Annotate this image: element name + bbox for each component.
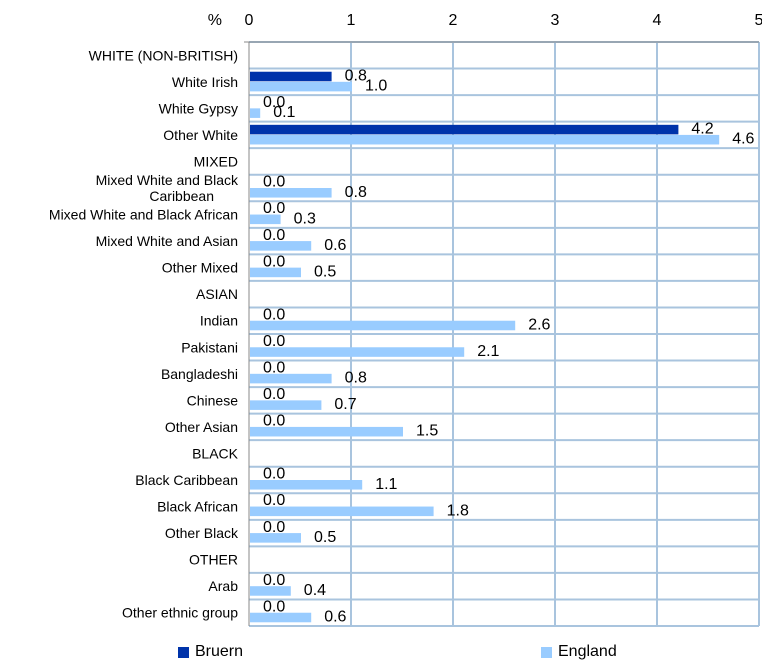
data-label-england: 1.0	[365, 78, 387, 95]
category-label: Arab	[208, 578, 238, 594]
bar-england	[250, 108, 261, 118]
data-label-bruern: 0.0	[263, 572, 285, 589]
bar-england	[250, 586, 291, 596]
bar-england	[250, 506, 434, 517]
data-labels: 0.80.04.20.00.00.00.00.00.00.00.00.00.00…	[263, 67, 755, 625]
data-label-bruern: 0.0	[263, 94, 285, 111]
category-label: Pakistani	[181, 339, 238, 355]
category-label: Other Mixed	[162, 260, 238, 276]
bar-bruern	[250, 71, 332, 82]
bars	[250, 71, 720, 623]
category-label: Bangladeshi	[161, 366, 238, 382]
category-label: White Irish	[172, 74, 238, 90]
category-labels: WHITE (NON-BRITISH) White Irish White Gyps…	[49, 47, 239, 620]
category-label: Other Black	[165, 525, 239, 541]
data-label-bruern: 0.0	[263, 253, 285, 270]
data-label-england: 0.6	[324, 608, 346, 625]
data-label-bruern: 0.0	[263, 386, 285, 403]
bar-england	[250, 81, 352, 92]
bar-england	[250, 480, 363, 490]
gridlines	[244, 41, 760, 627]
data-label-bruern: 0.0	[263, 519, 285, 536]
unit-label: %	[208, 12, 222, 29]
bar-england	[250, 134, 720, 145]
category-label: ASIAN	[196, 286, 238, 302]
category-label: BLACK	[192, 445, 239, 461]
data-label-bruern: 0.0	[263, 359, 285, 376]
legend-item-bruern: Bruern	[178, 642, 243, 662]
bar-england	[250, 320, 516, 331]
data-label-bruern: 0.0	[263, 174, 285, 191]
data-label-england: 0.8	[345, 370, 367, 387]
data-label-england: 0.8	[345, 184, 367, 201]
data-label-england: 2.6	[528, 316, 550, 333]
category-label: MIXED	[194, 153, 238, 169]
data-label-bruern: 0.0	[263, 333, 285, 350]
category-label: Black African	[157, 499, 238, 515]
bar-england	[250, 188, 332, 198]
bar-england	[250, 426, 403, 437]
category-label: Mixed White and Black African	[49, 207, 238, 223]
data-label-england: 0.5	[314, 263, 336, 280]
data-label-bruern: 0.0	[263, 227, 285, 244]
data-label-england: 0.6	[324, 237, 346, 254]
bar-chart: 0.80.04.20.00.00.00.00.00.00.00.00.00.00…	[49, 12, 762, 627]
data-label-bruern: 4.2	[691, 121, 713, 138]
data-label-bruern: 0.0	[263, 492, 285, 509]
data-label-england: 0.1	[273, 104, 295, 121]
bar-england	[250, 347, 465, 357]
bar-england	[250, 214, 281, 225]
data-label-bruern: 0.0	[263, 306, 285, 323]
data-label-bruern: 0.0	[263, 466, 285, 483]
category-label: White Gypsy	[159, 100, 238, 116]
bar-england	[250, 267, 301, 278]
category-label-line: Mixed White and Black	[96, 172, 239, 188]
data-label-england: 2.1	[477, 343, 499, 360]
x-tick-label: 2	[449, 12, 458, 29]
bar-england	[250, 373, 332, 384]
data-label-england: 1.5	[416, 423, 438, 440]
data-label-england: 1.8	[447, 502, 469, 519]
category-label: Other Asian	[165, 419, 238, 435]
legend-swatch-bruern	[178, 646, 189, 658]
legend-swatch-england	[541, 646, 552, 658]
category-label: OTHER	[189, 552, 238, 568]
data-label-bruern: 0.0	[263, 598, 285, 615]
x-tick-label: 4	[653, 12, 662, 29]
legend-label-england: England	[558, 643, 617, 660]
x-tick-label: 0	[245, 12, 254, 29]
data-label-england: 0.5	[314, 529, 336, 546]
category-label: Other White	[163, 127, 238, 143]
category-label: Mixed White and Black Caribbean	[96, 172, 239, 204]
bar-bruern	[250, 124, 679, 135]
data-label-england: 0.7	[334, 396, 356, 413]
category-label: WHITE (NON-BRITISH)	[89, 47, 238, 63]
category-label: Black Caribbean	[135, 472, 238, 488]
bar-england	[250, 400, 322, 410]
data-label-bruern: 0.0	[263, 200, 285, 217]
legend-label-bruern: Bruern	[195, 643, 244, 660]
data-label-england: 1.1	[375, 476, 397, 493]
data-label-england: 4.6	[732, 131, 754, 148]
x-tick-label: 1	[347, 12, 356, 29]
category-label: Other ethnic group	[122, 605, 238, 621]
category-label: Mixed White and Asian	[96, 233, 238, 249]
bar-england	[250, 533, 301, 543]
bar-england	[250, 612, 312, 623]
data-label-bruern: 0.8	[345, 67, 367, 84]
category-label: Indian	[200, 313, 238, 329]
x-axis-ticks: 0 1 2 3 4 5	[245, 12, 762, 29]
x-tick-label: 3	[551, 12, 560, 29]
data-label-england: 0.4	[304, 582, 326, 599]
x-tick-label: 5	[755, 12, 762, 29]
legend-item-england: England	[541, 642, 617, 662]
data-label-bruern: 0.0	[263, 413, 285, 430]
data-label-england: 0.3	[294, 210, 316, 227]
bar-england	[250, 241, 312, 251]
category-label-line: Caribbean	[149, 188, 214, 204]
category-label: Chinese	[187, 392, 239, 408]
